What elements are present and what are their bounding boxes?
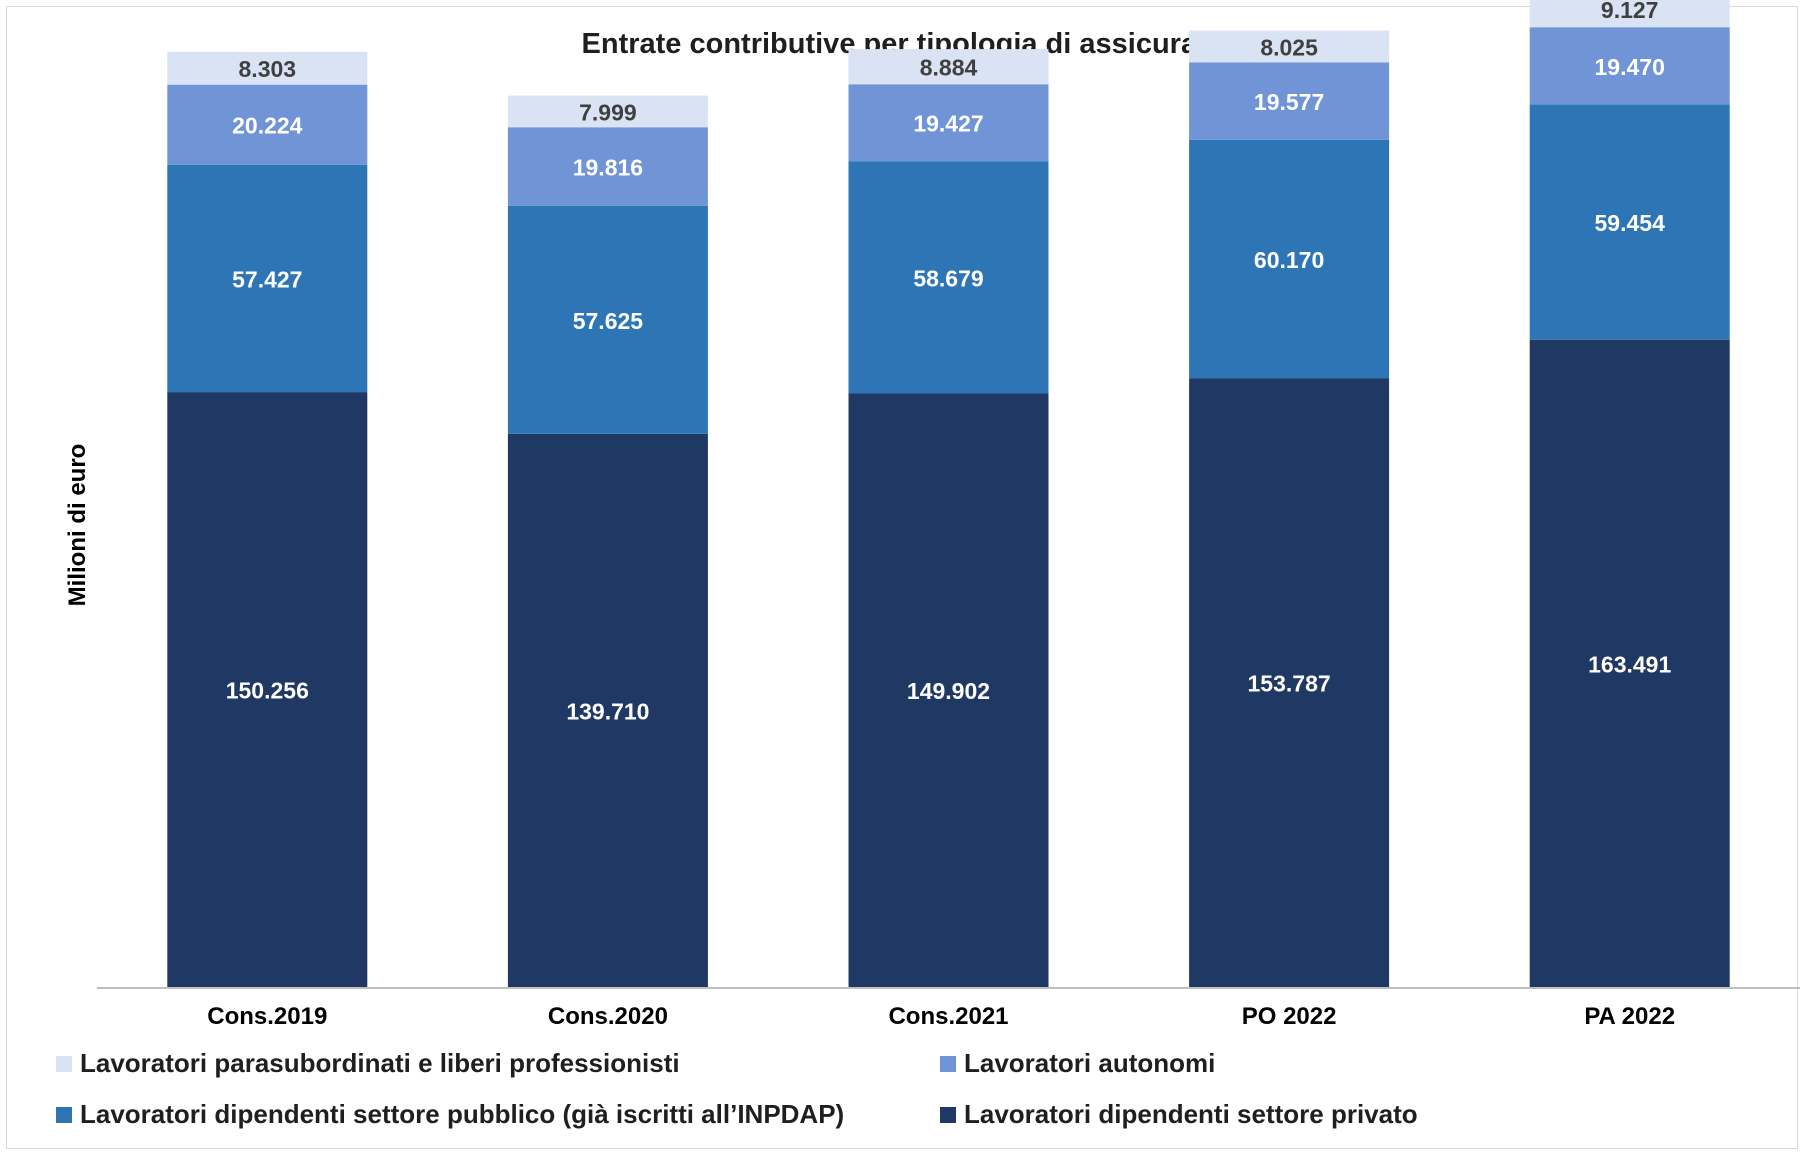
x-tick-label-2: Cons.2021: [888, 1003, 1008, 1030]
data-label-privato-4: 163.491: [1588, 651, 1671, 677]
data-label-pubblico-3: 60.170: [1254, 247, 1324, 273]
legend-label-privato: Lavoratori dipendenti settore privato: [964, 1099, 1418, 1129]
data-label-privato-3: 153.787: [1248, 671, 1331, 697]
bar-segment-parasubordinati-2: [848, 49, 1049, 85]
data-label-autonomi-2: 19.427: [913, 111, 983, 137]
data-label-privato-2: 149.902: [907, 678, 990, 704]
bar-segment-autonomi-1: [507, 127, 708, 206]
bar-segment-parasubordinati-0: [167, 51, 368, 85]
bar-segment-parasubordinati-4: [1529, 0, 1730, 28]
legend: Lavoratori parasubordinati e liberi prof…: [56, 1048, 1796, 1148]
data-label-privato-1: 139.710: [566, 698, 649, 724]
data-label-parasubordinati-3: 8.025: [1260, 34, 1318, 60]
bar-segment-pubblico-2: [848, 161, 1049, 394]
data-label-parasubordinati-4: 9.127: [1601, 0, 1659, 23]
legend-item-privato: Lavoratori dipendenti settore privato: [940, 1099, 1418, 1130]
x-tick-label-0: Cons.2019: [207, 1003, 327, 1030]
legend-label-pubblico: Lavoratori dipendenti settore pubblico (…: [80, 1099, 845, 1129]
bar-segment-parasubordinati-3: [1189, 30, 1390, 63]
bar-segment-privato-3: [1189, 378, 1390, 987]
legend-item-autonomi: Lavoratori autonomi: [940, 1048, 1215, 1079]
bar-segment-pubblico-4: [1529, 104, 1730, 340]
data-label-pubblico-4: 59.454: [1595, 210, 1666, 236]
bar-segment-parasubordinati-1: [507, 95, 708, 128]
legend-item-pubblico: Lavoratori dipendenti settore pubblico (…: [56, 1099, 844, 1130]
bar-segment-pubblico-1: [507, 205, 708, 434]
data-label-autonomi-4: 19.470: [1595, 54, 1665, 80]
legend-swatch-privato: [940, 1106, 956, 1123]
data-label-pubblico-0: 57.427: [232, 266, 302, 292]
data-label-pubblico-2: 58.679: [913, 265, 983, 291]
data-label-parasubordinati-0: 8.303: [239, 56, 297, 82]
bar-segment-privato-1: [507, 433, 708, 987]
data-label-autonomi-3: 19.577: [1254, 89, 1324, 115]
bar-segment-privato-0: [167, 392, 368, 987]
x-tick-label-1: Cons.2020: [548, 1003, 668, 1030]
data-label-parasubordinati-1: 7.999: [579, 99, 637, 125]
legend-label-parasubordinati: Lavoratori parasubordinati e liberi prof…: [80, 1048, 680, 1078]
bar-segment-autonomi-3: [1189, 62, 1390, 140]
bar-segment-pubblico-0: [167, 164, 368, 393]
data-label-parasubordinati-2: 8.884: [920, 55, 978, 81]
bar-segment-privato-2: [848, 393, 1049, 987]
data-label-autonomi-1: 19.816: [573, 154, 643, 180]
legend-item-parasubordinati: Lavoratori parasubordinati e liberi prof…: [56, 1048, 680, 1079]
bar-segment-privato-4: [1529, 339, 1730, 987]
bar-segment-autonomi-4: [1529, 27, 1730, 105]
x-tick-label-4: PA 2022: [1584, 1003, 1675, 1030]
legend-swatch-pubblico: [56, 1106, 72, 1123]
bar-segment-autonomi-0: [167, 84, 368, 165]
x-tick-label-3: PO 2022: [1242, 1003, 1337, 1030]
data-label-privato-0: 150.256: [226, 678, 309, 704]
data-label-pubblico-1: 57.625: [573, 308, 644, 334]
bar-segment-autonomi-2: [848, 84, 1049, 162]
data-label-autonomi-0: 20.224: [232, 113, 303, 139]
legend-swatch-parasubordinati: [56, 1055, 72, 1072]
bar-segment-pubblico-3: [1189, 139, 1390, 379]
legend-label-autonomi: Lavoratori autonomi: [964, 1048, 1216, 1078]
legend-swatch-autonomi: [940, 1055, 956, 1072]
